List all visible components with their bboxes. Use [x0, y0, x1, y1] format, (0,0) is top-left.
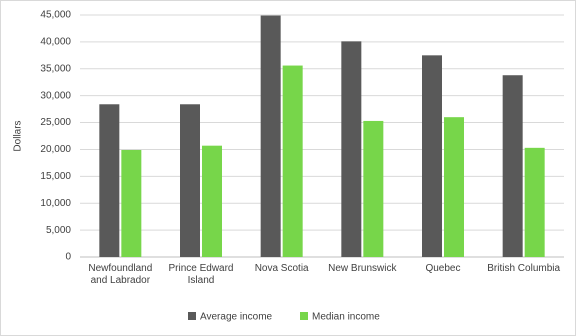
- bar: [202, 145, 222, 257]
- y-tick-label: 45,000: [40, 10, 71, 21]
- bar: [422, 55, 442, 258]
- legend-label: Average income: [200, 312, 273, 323]
- x-tick-label: Quebec: [425, 263, 461, 274]
- x-tick-label-box: Nova Scotia: [254, 263, 309, 274]
- y-tick-label: 40,000: [40, 37, 71, 48]
- y-tick-label: 10,000: [40, 198, 71, 209]
- bar: [260, 15, 281, 257]
- bar: [99, 104, 120, 257]
- bar: [363, 120, 384, 257]
- x-tick-label-box: Quebec: [425, 263, 461, 274]
- bar: [524, 147, 545, 257]
- y-tick-label: 30,000: [40, 90, 71, 101]
- x-tick-label-box: British Columbia: [487, 263, 561, 274]
- bar: [444, 117, 464, 257]
- y-axis-title: Dollars: [13, 120, 24, 151]
- y-tick-label: 5,000: [46, 225, 71, 236]
- y-tick-label: 35,000: [40, 63, 71, 74]
- y-tick-label: 15,000: [40, 171, 71, 182]
- legend-swatch: [300, 312, 308, 320]
- x-tick-label: Nova Scotia: [254, 263, 309, 274]
- y-tick-label: 20,000: [40, 144, 71, 155]
- legend-swatch: [188, 312, 196, 320]
- x-tick-label-box: New Brunswick: [328, 263, 397, 274]
- bar: [341, 41, 362, 258]
- bar: [180, 104, 200, 257]
- x-tick-label: Prince Edward Island: [168, 263, 234, 286]
- legend-label: Median income: [312, 312, 380, 323]
- bar: [502, 75, 523, 257]
- x-tick-label-box: Prince Edward Island: [168, 263, 234, 286]
- x-tick-label-box: Newfoundland and Labrador: [88, 263, 153, 286]
- x-tick-label: New Brunswick: [328, 263, 397, 274]
- y-tick-label: 25,000: [40, 117, 71, 128]
- bar: [121, 149, 142, 257]
- x-tick-label: Newfoundland and Labrador: [88, 263, 153, 286]
- bar: [282, 65, 303, 257]
- y-tick-label: 0: [65, 252, 71, 263]
- x-tick-label: British Columbia: [487, 263, 561, 274]
